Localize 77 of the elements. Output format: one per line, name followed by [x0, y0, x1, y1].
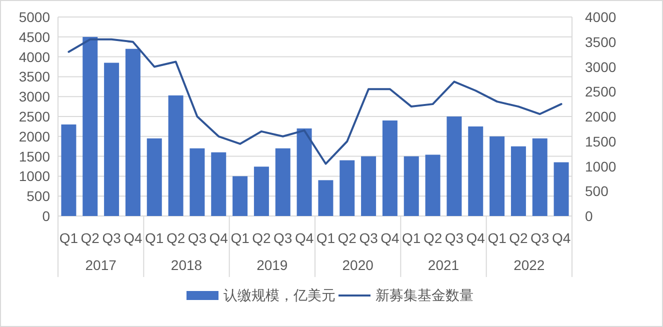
bar — [404, 156, 419, 216]
x-tick-label: Q4 — [552, 230, 571, 246]
x-tick-label: Q4 — [380, 230, 400, 246]
y2-tick-label: 3500 — [585, 34, 616, 50]
y2-tick-label: 3000 — [585, 58, 616, 75]
bar — [532, 138, 548, 216]
y-tick-label: 4000 — [18, 48, 50, 65]
x-tick-label: Q1 — [59, 230, 78, 246]
bar — [510, 146, 526, 216]
x-tick-label: Q4 — [466, 230, 486, 246]
x-tick-label: Q3 — [188, 230, 207, 246]
y2-tick-label: 1500 — [585, 133, 616, 150]
text: 2022 — [514, 257, 545, 273]
x-tick-label: Q1 — [145, 230, 164, 246]
text: 2020 — [342, 257, 374, 273]
bar — [446, 116, 462, 216]
x-tick-label: Q1 — [488, 230, 507, 246]
text: 2017 — [85, 257, 117, 273]
y2-tick-label: 2000 — [585, 108, 616, 124]
text: 2021 — [428, 257, 460, 273]
y2-tick-label: 500 — [585, 183, 609, 200]
x-tick-label: Q1 — [230, 230, 250, 246]
bar — [296, 128, 312, 216]
x-tick-label: Q2 — [338, 230, 357, 246]
y-tick-label: 2000 — [18, 128, 50, 144]
bar — [318, 180, 334, 216]
x-tick-label: Q1 — [316, 230, 336, 246]
bar — [275, 148, 290, 216]
bar — [211, 152, 226, 216]
bar — [490, 136, 505, 216]
x-tick-label: Q2 — [252, 230, 272, 246]
y-tick-label: 2500 — [18, 108, 50, 124]
y-tick-label: 500 — [26, 188, 50, 204]
y-tick-label: 3000 — [18, 88, 50, 105]
y-tick-label: 0 — [42, 208, 50, 224]
y-tick-label: 1500 — [18, 148, 50, 164]
legend-label: 认缴规模，亿美元 — [224, 287, 336, 303]
bar — [468, 126, 484, 216]
bar — [82, 36, 98, 216]
x-tick-label: Q3 — [274, 230, 292, 246]
y-tick-label: 1000 — [18, 168, 50, 184]
bar — [190, 148, 205, 216]
y2-tick-label: 0 — [585, 208, 593, 224]
bar — [382, 120, 398, 216]
bar — [554, 162, 569, 216]
legend-label: 新募集基金数量 — [376, 287, 474, 303]
bar — [146, 138, 162, 216]
y2-tick-label: 4000 — [585, 9, 616, 25]
x-tick-label: Q2 — [80, 230, 100, 246]
x-tick-label: Q4 — [124, 230, 143, 246]
bar — [125, 48, 140, 216]
x-tick-label: Q2 — [509, 230, 528, 246]
y2-tick-label: 2500 — [585, 84, 616, 100]
bar — [361, 156, 376, 216]
x-tick-label: Q4 — [209, 230, 228, 246]
bar — [61, 124, 76, 216]
bar — [232, 176, 248, 216]
x-tick-label: Q1 — [402, 230, 421, 246]
y-tick-label: 4500 — [18, 28, 50, 45]
bar — [104, 62, 120, 216]
y-tick-label: 5000 — [18, 9, 50, 25]
x-tick-label: Q4 — [294, 230, 314, 246]
x-tick-label: Q3 — [444, 230, 464, 246]
y-tick-label: 3500 — [18, 68, 50, 85]
bar — [254, 166, 269, 216]
x-tick-label: Q3 — [530, 230, 550, 246]
x-tick-label: Q2 — [166, 230, 186, 246]
x-tick-label: Q3 — [359, 230, 378, 246]
y2-tick-label: 1000 — [585, 158, 616, 174]
x-tick-label: Q3 — [102, 230, 122, 246]
bar — [340, 160, 355, 216]
text: 2018 — [170, 257, 202, 273]
line-series — [68, 38, 562, 165]
text: 2019 — [256, 257, 288, 273]
bar — [168, 95, 184, 216]
bar — [425, 154, 440, 216]
x-tick-label: Q2 — [423, 230, 442, 246]
